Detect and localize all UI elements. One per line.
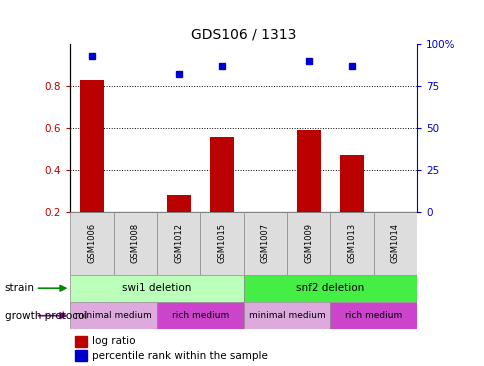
Text: percentile rank within the sample: percentile rank within the sample xyxy=(92,351,268,361)
Text: growth protocol: growth protocol xyxy=(5,311,87,321)
Bar xyxy=(243,212,287,274)
Text: swi1 deletion: swi1 deletion xyxy=(122,283,191,293)
Text: GSM1007: GSM1007 xyxy=(260,223,269,264)
Text: minimal medium: minimal medium xyxy=(248,311,325,320)
Bar xyxy=(287,212,330,274)
Bar xyxy=(75,336,87,347)
Text: snf2 deletion: snf2 deletion xyxy=(296,283,364,293)
Bar xyxy=(70,212,113,274)
Bar xyxy=(243,302,330,329)
Bar xyxy=(70,274,243,302)
Text: GSM1006: GSM1006 xyxy=(87,223,96,264)
Bar xyxy=(70,302,157,329)
Text: GSM1013: GSM1013 xyxy=(347,223,356,264)
Bar xyxy=(113,212,157,274)
Text: log ratio: log ratio xyxy=(92,336,136,346)
Bar xyxy=(296,130,320,212)
Bar xyxy=(210,137,233,212)
Text: GSM1012: GSM1012 xyxy=(174,223,183,264)
Bar xyxy=(75,350,87,361)
Bar xyxy=(330,302,416,329)
Text: rich medium: rich medium xyxy=(345,311,402,320)
Bar xyxy=(200,212,243,274)
Bar xyxy=(157,212,200,274)
Text: GSM1009: GSM1009 xyxy=(303,223,313,264)
Text: rich medium: rich medium xyxy=(171,311,228,320)
Text: GSM1015: GSM1015 xyxy=(217,223,226,264)
Text: strain: strain xyxy=(5,283,35,293)
Text: GSM1014: GSM1014 xyxy=(390,223,399,264)
Bar xyxy=(373,212,416,274)
Bar xyxy=(243,274,416,302)
Bar xyxy=(339,156,363,212)
Bar xyxy=(166,195,190,212)
Bar xyxy=(80,80,104,212)
Text: GSM1008: GSM1008 xyxy=(131,223,139,264)
Text: minimal medium: minimal medium xyxy=(75,311,151,320)
Bar xyxy=(330,212,373,274)
Bar xyxy=(157,302,243,329)
Title: GDS106 / 1313: GDS106 / 1313 xyxy=(191,27,296,41)
